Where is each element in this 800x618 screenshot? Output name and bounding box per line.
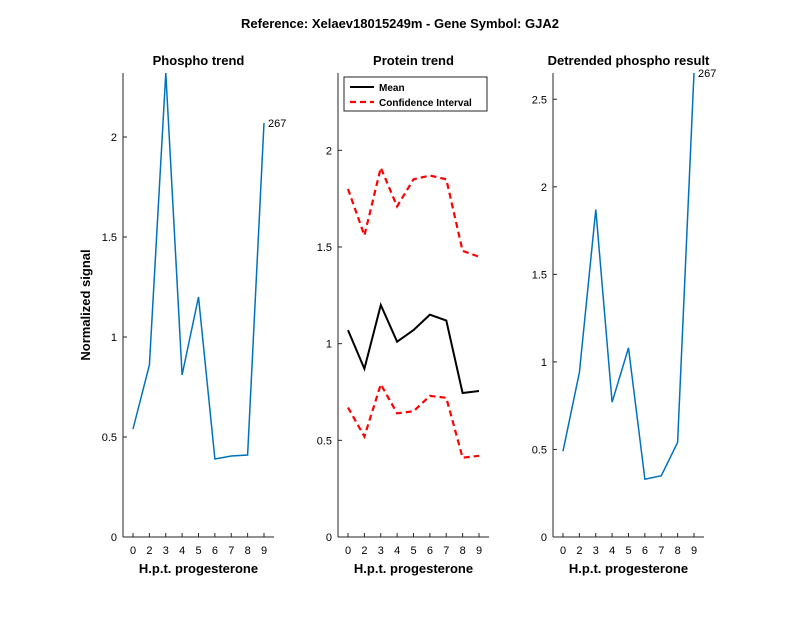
x-tick-label: 8	[460, 545, 466, 557]
series-line-1	[562, 72, 695, 481]
x-tick-label: 3	[378, 545, 384, 557]
x-axis-label: H.p.t. progesterone	[139, 561, 258, 576]
y-tick-label: 1	[326, 339, 332, 351]
x-tick-label: 0	[560, 545, 566, 557]
x-tick-label: 4	[609, 545, 615, 557]
legend-box	[343, 76, 488, 112]
y-tick-label: 0	[541, 532, 547, 544]
x-tick-label: 5	[195, 545, 201, 557]
chart-title: Protein trend	[373, 53, 454, 68]
x-tick-label: 6	[427, 545, 433, 557]
x-tick-label: 7	[658, 545, 664, 557]
y-tick-label: 0.5	[102, 432, 117, 444]
point-annotation: 267	[698, 68, 716, 80]
series-line-1	[132, 72, 265, 460]
x-tick-label: 5	[625, 545, 631, 557]
x-tick-label: 2	[361, 545, 367, 557]
x-tick-label: 2	[576, 545, 582, 557]
y-tick-label: 2	[541, 182, 547, 194]
y-tick-label: 1	[111, 332, 117, 344]
y-tick-label: 2	[326, 145, 332, 157]
y-tick-label: 0	[326, 532, 332, 544]
x-tick-label: 6	[212, 545, 218, 557]
x-tick-label: 3	[163, 545, 169, 557]
y-tick-label: 0	[111, 532, 117, 544]
legend: Mean Confidence Interval	[343, 76, 488, 112]
y-tick-label: 0.5	[317, 435, 332, 447]
x-tick-label: 9	[261, 545, 267, 557]
x-axis-label: H.p.t. progesterone	[354, 561, 473, 576]
y-tick-label: 0.5	[532, 444, 547, 456]
chart-title: Detrended phospho result	[548, 53, 710, 68]
legend-label-1: Mean	[379, 83, 405, 94]
x-tick-label: 8	[245, 545, 251, 557]
x-tick-label: 8	[675, 545, 681, 557]
x-tick-label: 9	[476, 545, 482, 557]
y-tick-label: 2.5	[532, 94, 547, 106]
x-tick-label: 0	[345, 545, 351, 557]
figure-title: Reference: Xelaev18015249m - Gene Symbol…	[241, 16, 559, 31]
y-tick-label: 1	[541, 357, 547, 369]
x-tick-label: 0	[130, 545, 136, 557]
y-tick-label: 1.5	[532, 269, 547, 281]
y-tick-label: 1.5	[102, 232, 117, 244]
x-tick-label: 6	[642, 545, 648, 557]
x-tick-label: 4	[394, 545, 400, 557]
x-tick-label: 9	[691, 545, 697, 557]
x-tick-label: 3	[593, 545, 599, 557]
y-tick-label: 1.5	[317, 242, 332, 254]
x-tick-label: 7	[228, 545, 234, 557]
y-axis-label: Normalized signal	[78, 249, 93, 360]
chart-title: Phospho trend	[153, 53, 245, 68]
x-tick-label: 7	[443, 545, 449, 557]
legend-label-2: Confidence Interval	[379, 98, 472, 109]
point-annotation: 267	[268, 118, 286, 130]
y-tick-label: 2	[111, 132, 117, 144]
x-tick-label: 4	[179, 545, 185, 557]
x-tick-label: 5	[410, 545, 416, 557]
series-line-3	[347, 381, 480, 459]
x-axis-label: H.p.t. progesterone	[569, 561, 688, 576]
x-tick-label: 2	[146, 545, 152, 557]
series-line-2	[346, 164, 480, 258]
series-line-1	[347, 301, 480, 395]
